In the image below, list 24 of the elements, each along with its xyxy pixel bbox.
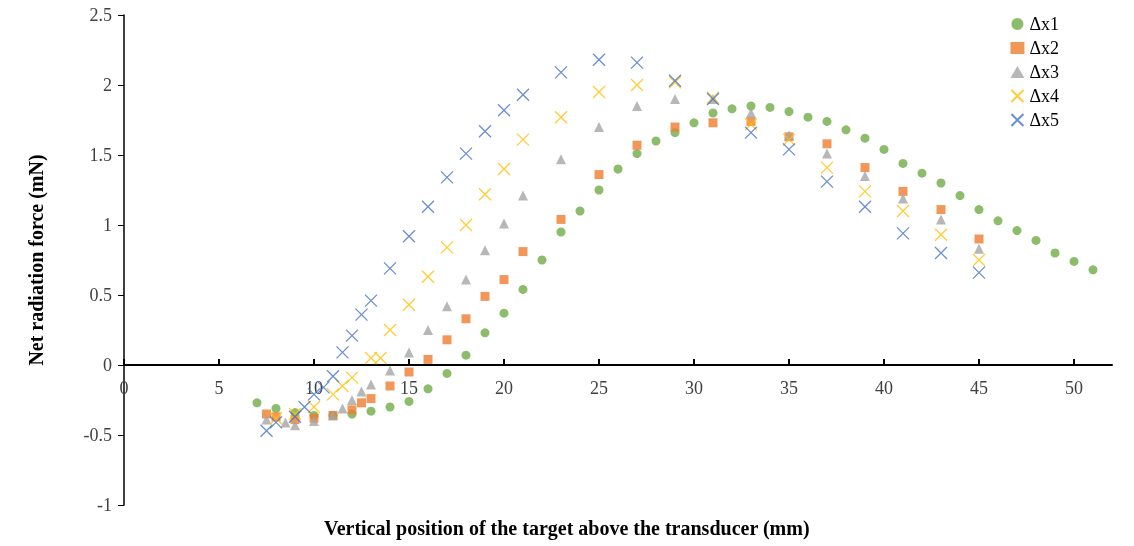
y-tick-label: 2.5 [89,5,112,25]
legend-label: Δx1 [1029,14,1059,34]
x-tick-label: 40 [875,378,893,398]
y-tick-label: 2 [103,75,112,95]
y-tick-label: 1 [103,215,112,235]
y-tick-label: -1 [97,495,112,515]
x-tick-label: 20 [495,378,513,398]
x-tick-label: 50 [1065,378,1083,398]
y-tick-label: 1.5 [89,145,112,165]
x-tick-label: 25 [590,378,608,398]
legend-label: Δx4 [1029,86,1059,106]
x-tick-label: 30 [685,378,703,398]
y-tick-label: 0.5 [89,285,112,305]
legend-label: Δx2 [1029,38,1059,58]
legend-label: Δx5 [1029,110,1059,130]
legend-label: Δx3 [1029,62,1059,82]
x-axis-title: Vertical position of the target above the transducer (mm) [324,517,810,540]
y-tick-label: -0.5 [83,425,112,445]
x-tick-label: 35 [780,378,798,398]
x-tick-label: 5 [214,378,224,398]
y-tick-label: 0 [103,355,112,375]
x-tick-label: 45 [970,378,988,398]
y-axis-title: Net radiation force (mN) [25,154,48,366]
x-tick-label: 15 [400,378,418,398]
